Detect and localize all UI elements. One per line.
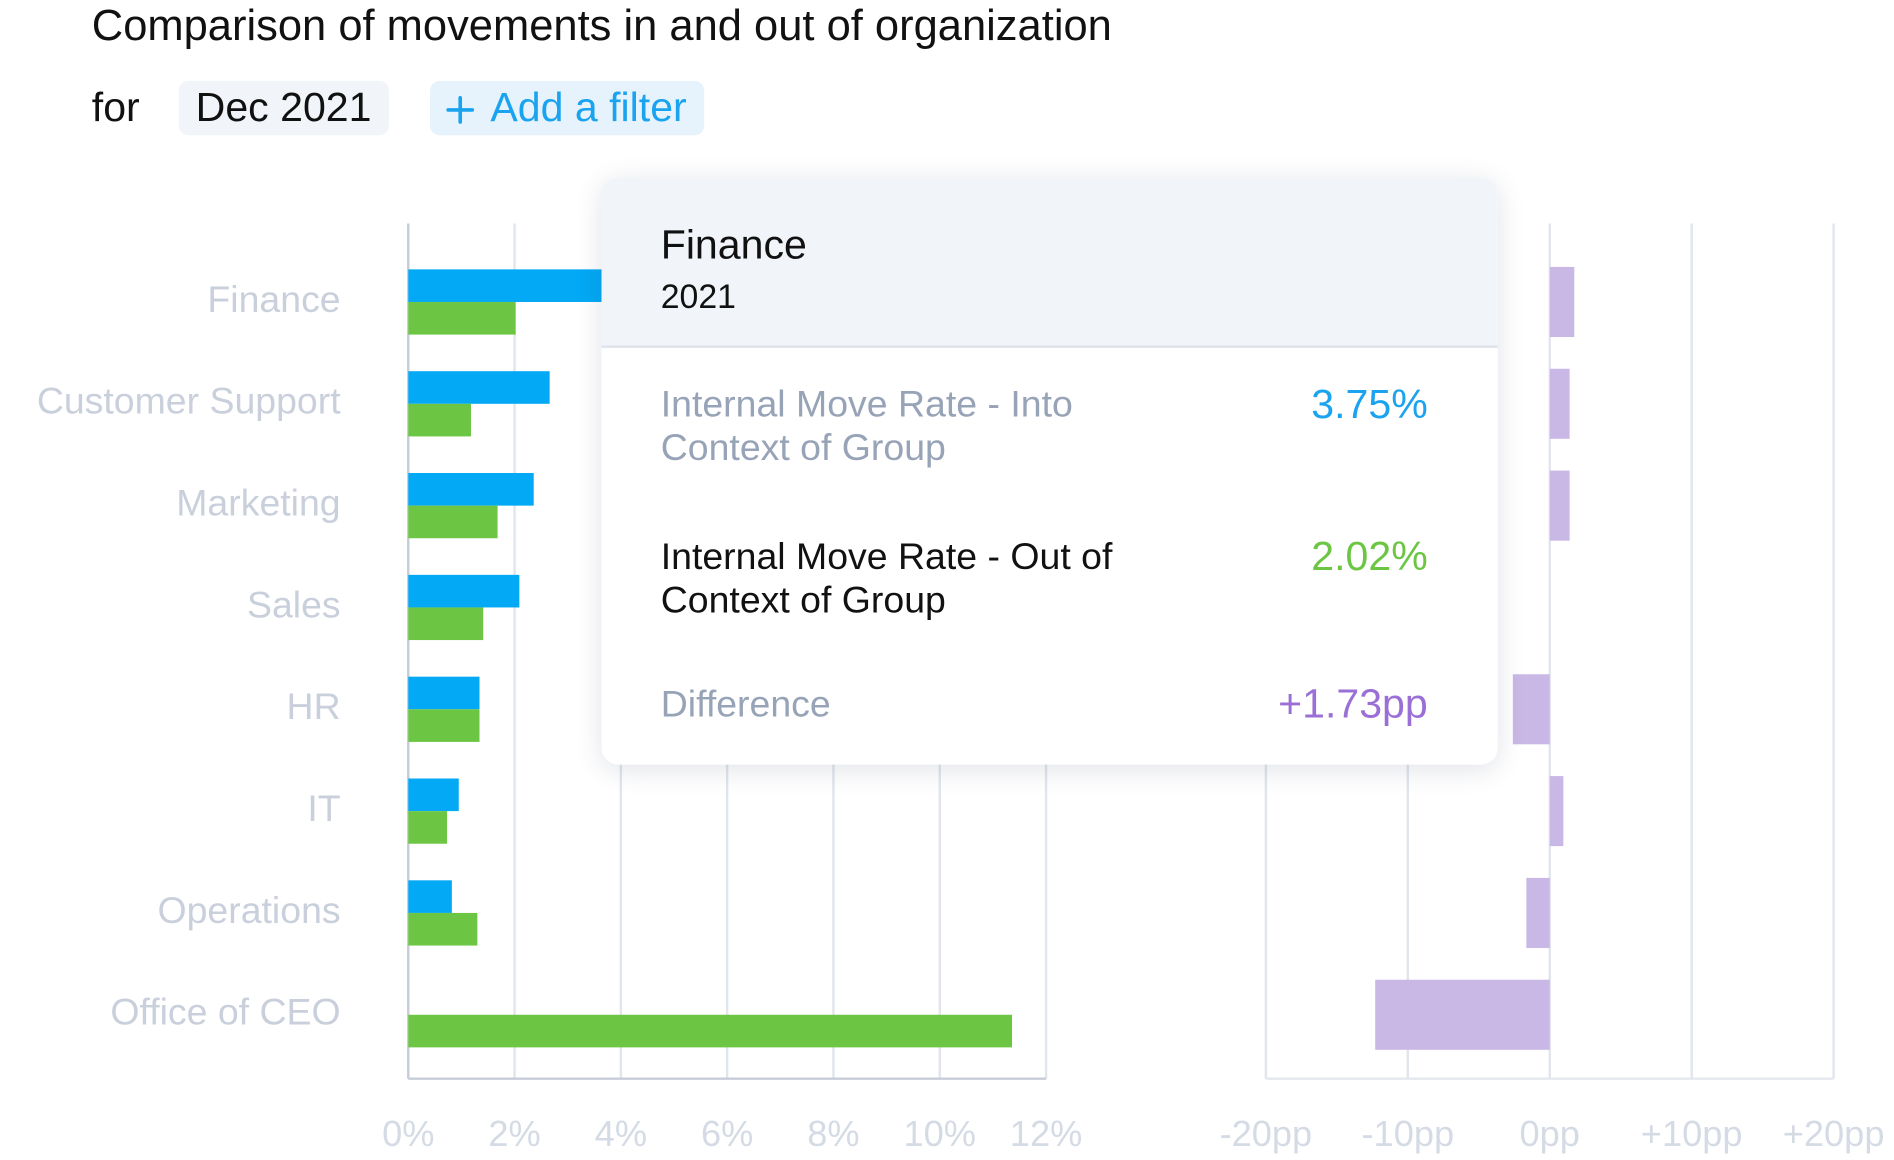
tooltip-row: Difference +1.73pp bbox=[661, 682, 1428, 725]
diff-bar bbox=[1549, 368, 1570, 439]
tooltip: Finance 2021 Internal Move Rate - Into C… bbox=[601, 177, 1498, 765]
category-label: Office of CEO bbox=[110, 991, 340, 1033]
diff-bar bbox=[1549, 470, 1570, 541]
tooltip-row-value: +1.73pp bbox=[1278, 681, 1428, 728]
period-chip[interactable]: Dec 2021 bbox=[178, 80, 389, 136]
for-label: for bbox=[91, 84, 140, 131]
x-tick-label: 0pp bbox=[1520, 1113, 1580, 1154]
tooltip-subtitle: 2021 bbox=[660, 277, 736, 316]
tooltip-row: Internal Move Rate - Out of Context of G… bbox=[661, 535, 1428, 622]
tooltip-row-value: 3.75% bbox=[1311, 381, 1428, 428]
tooltip-row-value: 2.02% bbox=[1311, 533, 1428, 580]
diff-bar bbox=[1549, 776, 1564, 847]
bar bbox=[408, 574, 520, 608]
diff-bar bbox=[1375, 979, 1550, 1050]
category-label: Sales bbox=[247, 583, 341, 625]
x-tick-label: -20pp bbox=[1220, 1113, 1313, 1154]
bar bbox=[408, 709, 480, 742]
diff-bar bbox=[1526, 877, 1550, 948]
category-label: Marketing bbox=[176, 482, 340, 524]
category-label: HR bbox=[287, 685, 341, 727]
category-label: Customer Support bbox=[37, 380, 341, 422]
bar bbox=[408, 880, 452, 913]
diff-bar bbox=[1512, 674, 1550, 745]
bar bbox=[408, 607, 484, 641]
bar bbox=[408, 403, 471, 437]
bar bbox=[408, 301, 516, 335]
diff-bar bbox=[1549, 266, 1575, 338]
bar bbox=[408, 811, 448, 844]
x-tick-label: -10pp bbox=[1361, 1113, 1454, 1154]
x-tick-label: 2% bbox=[488, 1113, 540, 1154]
add-filter-button[interactable]: Add a filter bbox=[430, 80, 704, 136]
x-tick-label: 0% bbox=[382, 1113, 434, 1154]
category-label: Finance bbox=[207, 278, 340, 320]
x-tick-label: 8% bbox=[807, 1113, 859, 1154]
bar bbox=[408, 676, 480, 710]
bar bbox=[408, 473, 534, 506]
x-tick-label: 12% bbox=[1010, 1113, 1083, 1154]
x-tick-label: 6% bbox=[701, 1113, 753, 1154]
tooltip-row: Internal Move Rate - Into Context of Gro… bbox=[661, 383, 1428, 470]
tooltip-row-label: Difference bbox=[660, 682, 831, 725]
page-title: Comparison of movements in and out of or… bbox=[91, 0, 1112, 50]
x-tick-label: 10% bbox=[904, 1113, 977, 1154]
plus-icon bbox=[446, 96, 475, 124]
bar bbox=[408, 505, 498, 539]
tooltip-title: Finance bbox=[660, 222, 807, 269]
x-tick-label: +20pp bbox=[1783, 1113, 1885, 1154]
bar bbox=[408, 1014, 1013, 1048]
add-filter-label: Add a filter bbox=[490, 84, 687, 131]
bar bbox=[408, 912, 478, 946]
x-tick-label: 4% bbox=[595, 1113, 647, 1154]
x-tick-label: +10pp bbox=[1641, 1113, 1743, 1154]
bar bbox=[408, 778, 459, 812]
tooltip-header: Finance 2021 bbox=[601, 177, 1498, 348]
bar bbox=[408, 371, 550, 404]
tooltip-row-label: Internal Move Rate - Into Context of Gro… bbox=[660, 382, 1073, 469]
category-label: IT bbox=[307, 787, 340, 829]
bar bbox=[408, 269, 608, 302]
category-label: Operations bbox=[157, 889, 340, 931]
tooltip-row-label: Internal Move Rate - Out of Context of G… bbox=[660, 535, 1113, 621]
